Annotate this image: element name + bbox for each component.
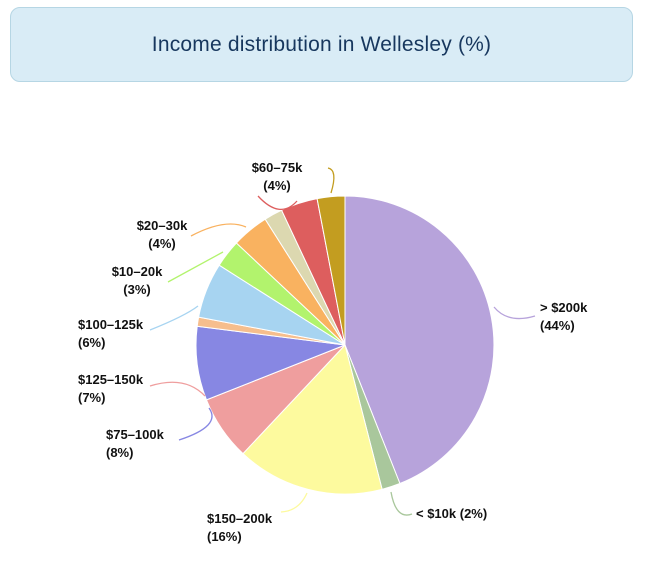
leader-line-lt-10k — [390, 491, 413, 516]
slice-label-lt-10k: < $10k (2%) — [416, 506, 487, 521]
slice-label-125-150k: $125–150k — [78, 372, 144, 387]
slice-label-150-200k: $150–200k — [207, 511, 273, 526]
leader-line-100-125k — [149, 305, 199, 331]
slice-label-100-125k-pct: (6%) — [78, 335, 105, 350]
leader-line-150-200k — [280, 492, 308, 513]
slice-label-10-20k-pct: (3%) — [123, 282, 150, 297]
slice-label-gt-200k: > $200k — [540, 300, 588, 315]
pie-chart: > $200k (44%) < $10k (2%) $150–200k (16%) $12… — [78, 160, 588, 544]
pie-slice-unlabeled-c[interactable] — [316, 195, 346, 346]
slice-label-60-75k: $60–75k — [252, 160, 303, 175]
pie-slice-150-200k[interactable] — [242, 343, 383, 495]
chart-title-card: Income distribution in Wellesley (%) — [10, 7, 633, 82]
slice-label-gt-200k-pct: (44%) — [540, 318, 575, 333]
slice-label-75-100k-pct: (8%) — [106, 445, 133, 460]
slice-label-150-200k-pct: (16%) — [207, 529, 242, 544]
leader-line-60-75k — [257, 195, 298, 210]
leader-line-75-100k — [178, 407, 213, 441]
leader-line-125-150k — [149, 381, 206, 397]
pie-slice-gt-200k[interactable] — [344, 195, 495, 485]
leader-line-unlabeled-c — [327, 167, 335, 194]
leader-line-10-20k — [167, 251, 224, 283]
slice-label-20-30k-pct: (4%) — [148, 236, 175, 251]
leader-line-20-30k — [190, 223, 247, 237]
slice-label-20-30k: $20–30k — [137, 218, 188, 233]
leader-line-gt-200k — [493, 306, 536, 320]
slice-label-100-125k: $100–125k — [78, 317, 144, 332]
slice-label-10-20k: $10–20k — [112, 264, 163, 279]
slice-label-125-150k-pct: (7%) — [78, 390, 105, 405]
slice-label-75-100k: $75–100k — [106, 427, 165, 442]
chart-title: Income distribution in Wellesley (%) — [151, 32, 492, 56]
slice-label-60-75k-pct: (4%) — [263, 178, 290, 193]
